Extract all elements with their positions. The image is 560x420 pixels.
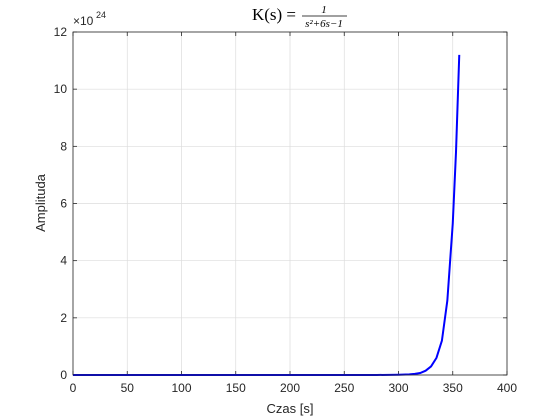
title-denominator: s²+6s−1 <box>305 18 343 30</box>
ticks: 0 50 100 150 200 250 300 350 400 0 2 4 6 8 10 12 <box>54 25 518 395</box>
title-lhs: K(s) = <box>252 5 296 24</box>
y-tick-label: 12 <box>54 25 68 39</box>
x-tick-label: 150 <box>226 381 246 395</box>
x-tick-label: 250 <box>334 381 354 395</box>
y-axis-label: Amplituda <box>33 173 48 232</box>
x-tick-label: 300 <box>388 381 408 395</box>
y-tick-label: 4 <box>60 254 67 268</box>
title-numerator: 1 <box>321 4 327 16</box>
x-tick-label: 400 <box>497 381 517 395</box>
y-tick-label: 0 <box>60 368 67 382</box>
y-tick-label: 6 <box>60 197 67 211</box>
x-tick-label: 100 <box>171 381 191 395</box>
x-axis-label: Czas [s] <box>267 401 314 416</box>
axes-box <box>72 31 508 376</box>
y-tick-label: 10 <box>54 82 68 96</box>
y-tick-label: 2 <box>60 311 67 325</box>
x-tick-label: 350 <box>443 381 463 395</box>
y-multiplier-exponent: 24 <box>96 10 106 20</box>
x-tick-label: 200 <box>280 381 300 395</box>
y-tick-label: 8 <box>60 139 67 153</box>
x-tick-label: 0 <box>70 381 77 395</box>
x-tick-label: 50 <box>121 381 135 395</box>
y-multiplier-base: ×10 <box>73 14 94 28</box>
